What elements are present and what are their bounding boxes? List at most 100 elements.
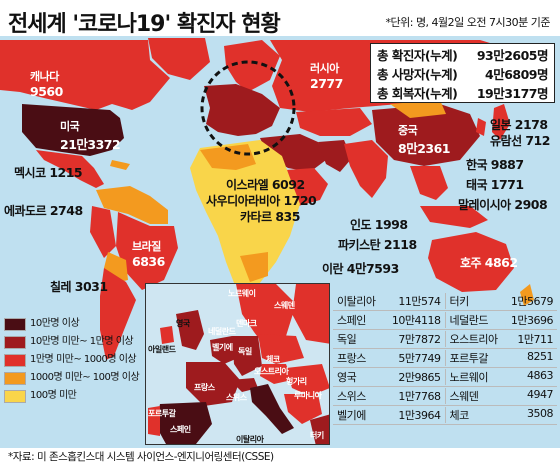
europe xyxy=(204,84,280,136)
label-japan: 일본 2178 xyxy=(490,117,548,132)
europe-stats-table: 이탈리아 11만574 터키 1만5679 스페인 10만4118 네덜란드 1만369… xyxy=(333,292,557,425)
table-row: 벨기에 1만3964 체코 3508 xyxy=(333,406,557,425)
mexico xyxy=(36,150,104,188)
label-mexico: 멕시코 1215 xyxy=(14,165,83,180)
indonesia xyxy=(420,206,488,228)
legend-item: 1만명 미만~ 1000명 이상 xyxy=(4,354,144,367)
table-row: 영국 2만9865 노르웨이 4863 xyxy=(333,368,557,387)
eu-germany xyxy=(232,336,262,376)
eu-italy xyxy=(250,384,294,434)
eu-spain xyxy=(156,402,212,444)
table-row: 프랑스 5만7749 포르투갈 8251 xyxy=(333,349,557,368)
eu-poland xyxy=(258,334,304,364)
source-note: *자료: 미 존스홉킨스대 시스템 사이언스-엔지니어링센터(CSSE) xyxy=(8,451,274,463)
totals-box: 총 확진자(누계) 93만2605명 총 사망자(누계) 4만6809명 총 회복자… xyxy=(370,43,555,103)
label-cruise: 유람선 712 xyxy=(490,133,550,148)
legend-swatch xyxy=(4,372,26,385)
eu-label-denmark: 덴마크 xyxy=(236,319,257,328)
eu-label-spain: 스페인 xyxy=(170,425,191,434)
north-africa xyxy=(200,144,256,170)
brazil xyxy=(116,212,178,290)
label-thailand: 태국 1771 xyxy=(466,177,524,192)
legend-swatch xyxy=(4,354,26,367)
eu-label-norway: 노르웨이 xyxy=(228,289,256,298)
eu-france xyxy=(186,362,240,406)
usa xyxy=(22,104,124,156)
korea xyxy=(476,118,486,136)
eu-czech-austria xyxy=(260,364,292,384)
label-usa: 미국 21만3372 xyxy=(60,120,121,152)
legend-swatch xyxy=(4,318,26,331)
southeast-asia xyxy=(410,166,448,200)
eu-label-portugal: 포르투갈 xyxy=(148,409,176,418)
label-korea: 한국 9887 xyxy=(466,157,524,172)
label-pakistan: 파키스탄 2118 xyxy=(338,237,417,252)
japan xyxy=(492,104,510,140)
eu-label-switzerland: 스위스 xyxy=(226,393,247,402)
eu-label-france: 프랑스 xyxy=(194,383,215,392)
label-iran: 이란 4만7593 xyxy=(322,261,399,276)
eu-label-sweden: 스웨덴 xyxy=(274,301,295,310)
eu-label-turkey: 터키 xyxy=(310,431,324,440)
eu-label-uk: 영국 xyxy=(176,319,190,328)
eu-balkans xyxy=(284,394,322,424)
europe-focus-circle xyxy=(200,60,296,156)
eu-label-belgium: 벨기에 xyxy=(212,343,233,352)
eu-label-italy: 이탈리아 xyxy=(236,435,264,444)
total-recovered: 총 회복자(누계) 19만3177명 xyxy=(377,86,549,101)
label-brazil: 브라질 6836 xyxy=(132,240,165,269)
greenland xyxy=(148,38,210,80)
legend-item: 100명 미만 xyxy=(4,390,144,403)
table-row: 이탈리아 11만574 터키 1만5679 xyxy=(333,292,557,311)
europe-inset-map: 노르웨이 스웨덴 덴마크 영국 네덜란드 벨기에 아일랜드 독일 오스트리아 체… xyxy=(145,283,330,445)
iran xyxy=(318,140,352,172)
africa xyxy=(190,140,300,288)
legend-swatch xyxy=(4,336,26,349)
legend: 10만명 이상 10만명 미만~ 1만명 이상 1만명 미만~ 1000명 이상… xyxy=(4,318,144,408)
label-qatar: 카타르 835 xyxy=(240,209,300,224)
label-canada: 캐나다 9560 xyxy=(30,70,63,99)
table-row: 독일 7만7872 오스트리아 1만711 xyxy=(333,330,557,349)
eu-scandinavia xyxy=(236,284,296,348)
label-ecuador: 에콰도르 2748 xyxy=(4,203,83,218)
venezuela-colombia xyxy=(96,186,168,224)
eu-label-netherlands: 네덜란드 xyxy=(208,327,236,336)
label-malaysia: 말레이시아 2908 xyxy=(458,197,548,212)
legend-item: 10만명 미만~ 1만명 이상 xyxy=(4,336,144,349)
eu-label-germany: 독일 xyxy=(238,347,252,356)
label-india: 인도 1998 xyxy=(350,217,408,232)
china xyxy=(372,104,480,166)
label-russia: 러시아 2777 xyxy=(310,62,343,91)
table-row: 스위스 1만7768 스웨덴 4947 xyxy=(333,387,557,406)
eu-uk xyxy=(176,310,204,350)
argentina-chile xyxy=(100,268,136,360)
canada xyxy=(0,40,170,110)
eu-turkey xyxy=(310,414,329,444)
table-row: 스페인 10만4118 네덜란드 1만3696 xyxy=(333,311,557,330)
europe-inset-svg xyxy=(148,284,329,444)
ecuador-peru xyxy=(90,206,116,258)
page-title: 전세계 '코로나19' 확진자 현황 xyxy=(8,12,281,37)
label-china: 중국 8만2361 xyxy=(398,124,451,156)
total-deaths: 총 사망자(누계) 4만6809명 xyxy=(377,67,549,82)
eu-label-ireland: 아일랜드 xyxy=(148,345,176,354)
legend-item: 10만명 이상 xyxy=(4,318,144,331)
label-chile: 칠레 3031 xyxy=(50,279,108,294)
total-confirmed: 총 확진자(누계) 93만2605명 xyxy=(377,48,549,63)
eu-label-romania: 루마니아 xyxy=(294,391,322,400)
legend-item: 1000명 미만~ 100명 이상 xyxy=(4,372,144,385)
kazakhstan xyxy=(296,108,372,136)
india xyxy=(344,140,388,198)
eu-romania xyxy=(286,364,329,396)
eu-portugal xyxy=(148,406,160,436)
label-australia: 호주 4862 xyxy=(460,255,518,270)
label-israel: 이스라엘 6092 xyxy=(226,177,305,192)
eu-finland-russia xyxy=(292,284,329,344)
caribbean xyxy=(110,160,130,170)
new-zealand xyxy=(520,284,534,306)
legend-swatch xyxy=(4,390,26,403)
eu-label-czech: 체코 xyxy=(266,355,280,364)
mongolia xyxy=(390,100,446,118)
eu-ireland xyxy=(160,326,174,344)
